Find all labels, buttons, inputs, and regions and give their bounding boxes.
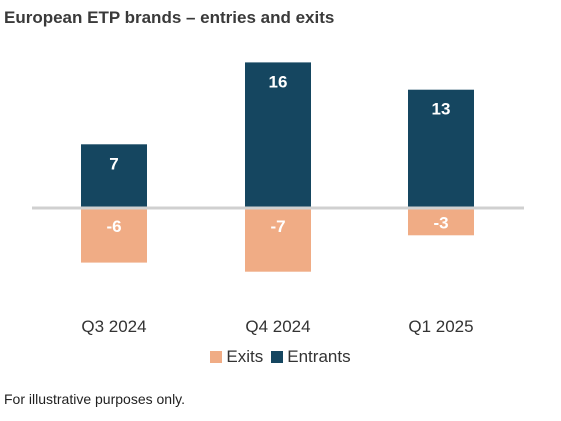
bar-entrants-0 bbox=[81, 144, 147, 208]
data-label-entrants-0: 7 bbox=[109, 154, 118, 173]
chart-legend: Exits Entrants bbox=[0, 347, 561, 367]
category-label-2: Q1 2025 bbox=[408, 317, 473, 336]
legend-label-entrants: Entrants bbox=[287, 347, 351, 366]
data-label-exits-2: -3 bbox=[433, 213, 448, 232]
category-label-1: Q4 2024 bbox=[245, 317, 310, 336]
chart-title: European ETP brands – entries and exits bbox=[4, 8, 335, 27]
legend-label-exits: Exits bbox=[226, 347, 264, 366]
footnote: For illustrative purposes only. bbox=[4, 391, 186, 407]
legend-swatch-exits bbox=[210, 351, 223, 363]
data-label-exits-1: -7 bbox=[270, 217, 285, 236]
data-label-entrants-2: 13 bbox=[432, 100, 451, 119]
legend-item-exits: Exits bbox=[210, 347, 263, 367]
bar-exits-0 bbox=[81, 208, 147, 263]
bar-exits-2 bbox=[408, 208, 474, 236]
bar-entrants-2 bbox=[408, 89, 474, 208]
data-label-entrants-1: 16 bbox=[269, 72, 288, 91]
bar-exits-1 bbox=[245, 208, 311, 272]
bar-entrants-1 bbox=[245, 62, 311, 209]
category-label-0: Q3 2024 bbox=[81, 317, 146, 336]
data-label-exits-0: -6 bbox=[106, 217, 121, 236]
legend-swatch-entrants bbox=[271, 351, 284, 363]
legend-item-entrants: Entrants bbox=[271, 347, 351, 367]
